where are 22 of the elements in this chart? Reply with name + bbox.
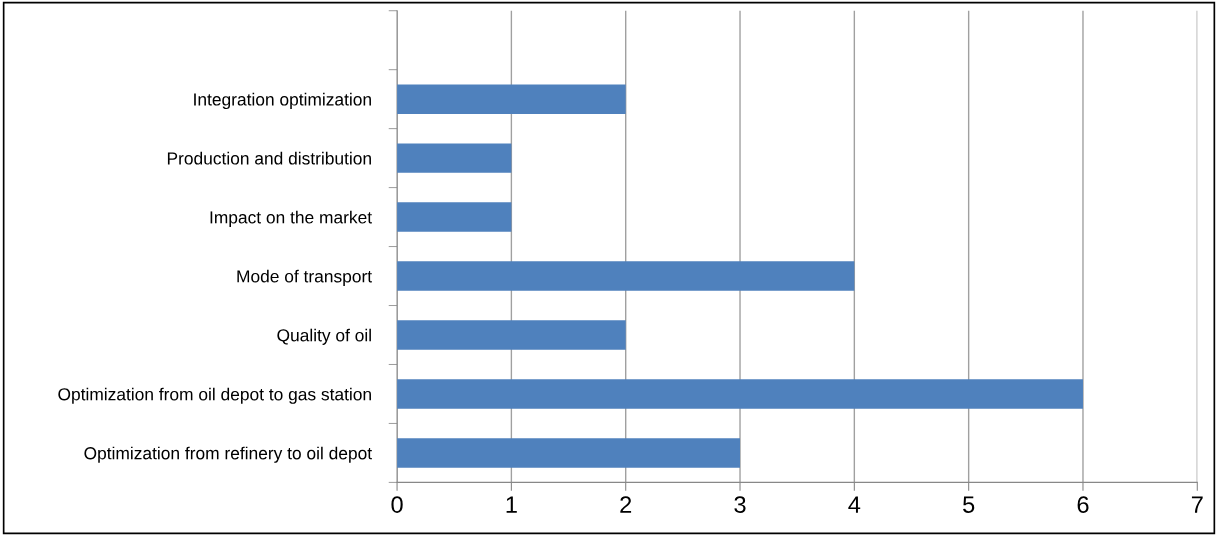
x-tick-label: 1 [506, 496, 517, 513]
x-tick-label: 4 [848, 496, 861, 513]
bar [397, 379, 1083, 409]
x-tick-label: 0 [391, 496, 403, 513]
y-tick-label: Quality of oil [277, 328, 371, 345]
bar [397, 84, 626, 114]
bar [397, 143, 512, 173]
y-tick-label: Integration optimization [194, 92, 371, 110]
y-tick-label: Impact on the market [210, 210, 372, 227]
bar [397, 438, 741, 468]
x-tick-label: 6 [1077, 496, 1089, 513]
bar [397, 202, 512, 232]
bar [397, 320, 626, 350]
x-tick-label: 5 [963, 496, 975, 513]
x-tick-label: 2 [620, 496, 632, 513]
x-tick-label: 3 [734, 496, 746, 513]
y-tick-label: Production and distribution [167, 151, 371, 165]
x-tick-label: 7 [1191, 496, 1203, 513]
y-tick-label: Optimization from refinery to oil depot [84, 446, 372, 463]
bar [397, 261, 855, 291]
y-tick-label: Optimization from oil depot to gas station [58, 387, 371, 404]
y-tick-label: Mode of transport [237, 269, 372, 286]
